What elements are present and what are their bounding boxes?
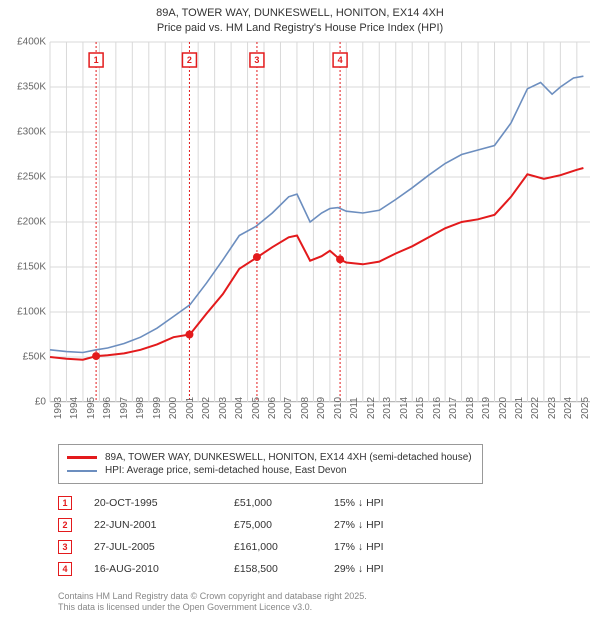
transaction-row: 2 22-JUN-2001£75,00027% ↓ HPI — [58, 514, 434, 536]
y-axis-labels: £0£50K£100K£150K£200K£250K£300K£350K£400… — [0, 42, 48, 402]
x-tick-label: 2003 — [218, 397, 229, 419]
transaction-table: 1 20-OCT-1995£51,00015% ↓ HPI 2 22-JUN-2001… — [58, 492, 434, 580]
x-tick-label: 2014 — [399, 397, 410, 419]
sale-dot — [336, 255, 344, 263]
x-tick-label: 2020 — [498, 397, 509, 419]
footer-text: Contains HM Land Registry data © Crown c… — [58, 591, 367, 614]
x-tick-label: 2017 — [448, 397, 459, 419]
txn-date: 16-AUG-2010 — [94, 563, 234, 575]
footer-line1: Contains HM Land Registry data © Crown c… — [58, 591, 367, 603]
transaction-row: 4 16-AUG-2010£158,50029% ↓ HPI — [58, 558, 434, 580]
x-tick-label: 2018 — [465, 397, 476, 419]
x-tick-label: 2024 — [563, 397, 574, 419]
plot-area: 1 2 3 4 — [50, 42, 590, 402]
txn-price: £51,000 — [234, 497, 334, 509]
x-tick-label: 2016 — [432, 397, 443, 419]
title-line2: Price paid vs. HM Land Registry's House … — [0, 21, 600, 36]
x-axis-labels: 1993199419951996199719981999200020012002… — [50, 404, 590, 440]
chart-svg: 1 2 3 4 — [50, 42, 590, 402]
x-tick-label: 2023 — [547, 397, 558, 419]
y-tick-label: £200K — [17, 217, 46, 228]
y-tick-label: £0 — [35, 397, 46, 408]
y-tick-label: £300K — [17, 127, 46, 138]
legend-swatch — [67, 470, 97, 472]
hpi-line — [50, 76, 583, 352]
x-tick-label: 2000 — [168, 397, 179, 419]
event-marker-label: 1 — [94, 55, 99, 65]
x-tick-label: 2021 — [514, 397, 525, 419]
x-tick-label: 1997 — [119, 397, 130, 419]
x-tick-label: 2002 — [201, 397, 212, 419]
txn-price: £75,000 — [234, 519, 334, 531]
sale-dot — [92, 352, 100, 360]
x-tick-label: 2019 — [481, 397, 492, 419]
x-tick-label: 2008 — [300, 397, 311, 419]
footer-line2: This data is licensed under the Open Gov… — [58, 602, 367, 614]
txn-delta: 29% ↓ HPI — [334, 563, 434, 575]
transaction-row: 1 20-OCT-1995£51,00015% ↓ HPI — [58, 492, 434, 514]
y-tick-label: £150K — [17, 262, 46, 273]
x-tick-label: 2004 — [234, 397, 245, 419]
x-tick-label: 2011 — [349, 397, 360, 419]
txn-delta: 15% ↓ HPI — [334, 497, 434, 509]
legend: 89A, TOWER WAY, DUNKESWELL, HONITON, EX1… — [58, 444, 483, 484]
x-tick-label: 1994 — [69, 397, 80, 419]
y-tick-label: £350K — [17, 82, 46, 93]
y-tick-label: £250K — [17, 172, 46, 183]
x-tick-label: 2015 — [415, 397, 426, 419]
event-marker-label: 2 — [187, 55, 192, 65]
legend-item: 89A, TOWER WAY, DUNKESWELL, HONITON, EX1… — [67, 452, 472, 463]
event-marker-label: 3 — [254, 55, 259, 65]
price-paid-line — [50, 168, 583, 360]
legend-label: HPI: Average price, semi-detached house,… — [105, 465, 347, 476]
txn-date: 22-JUN-2001 — [94, 519, 234, 531]
txn-delta: 17% ↓ HPI — [334, 541, 434, 553]
x-tick-label: 2025 — [580, 397, 591, 419]
y-tick-label: £400K — [17, 37, 46, 48]
x-tick-label: 2009 — [316, 397, 327, 419]
x-tick-label: 1996 — [102, 397, 113, 419]
x-tick-label: 2010 — [333, 397, 344, 419]
txn-marker: 4 — [58, 562, 72, 576]
y-tick-label: £50K — [23, 352, 46, 363]
x-tick-label: 2005 — [251, 397, 262, 419]
txn-marker: 2 — [58, 518, 72, 532]
legend-item: HPI: Average price, semi-detached house,… — [67, 465, 472, 476]
chart-title: 89A, TOWER WAY, DUNKESWELL, HONITON, EX1… — [0, 0, 600, 36]
txn-date: 20-OCT-1995 — [94, 497, 234, 509]
x-tick-label: 2001 — [185, 397, 196, 419]
y-tick-label: £100K — [17, 307, 46, 318]
txn-date: 27-JUL-2005 — [94, 541, 234, 553]
txn-marker: 3 — [58, 540, 72, 554]
event-marker-label: 4 — [338, 55, 343, 65]
x-tick-label: 2013 — [382, 397, 393, 419]
x-tick-label: 2022 — [530, 397, 541, 419]
x-tick-label: 2007 — [283, 397, 294, 419]
x-tick-label: 1993 — [53, 397, 64, 419]
sale-dot — [185, 331, 193, 339]
txn-delta: 27% ↓ HPI — [334, 519, 434, 531]
transaction-row: 3 27-JUL-2005£161,00017% ↓ HPI — [58, 536, 434, 558]
txn-price: £158,500 — [234, 563, 334, 575]
legend-swatch — [67, 456, 97, 459]
x-tick-label: 1999 — [152, 397, 163, 419]
x-tick-label: 1998 — [135, 397, 146, 419]
sale-dot — [253, 253, 261, 261]
txn-price: £161,000 — [234, 541, 334, 553]
x-tick-label: 1995 — [86, 397, 97, 419]
x-tick-label: 2006 — [267, 397, 278, 419]
chart-container: 89A, TOWER WAY, DUNKESWELL, HONITON, EX1… — [0, 0, 600, 620]
x-tick-label: 2012 — [366, 397, 377, 419]
legend-label: 89A, TOWER WAY, DUNKESWELL, HONITON, EX1… — [105, 452, 472, 463]
title-line1: 89A, TOWER WAY, DUNKESWELL, HONITON, EX1… — [0, 6, 600, 21]
txn-marker: 1 — [58, 496, 72, 510]
